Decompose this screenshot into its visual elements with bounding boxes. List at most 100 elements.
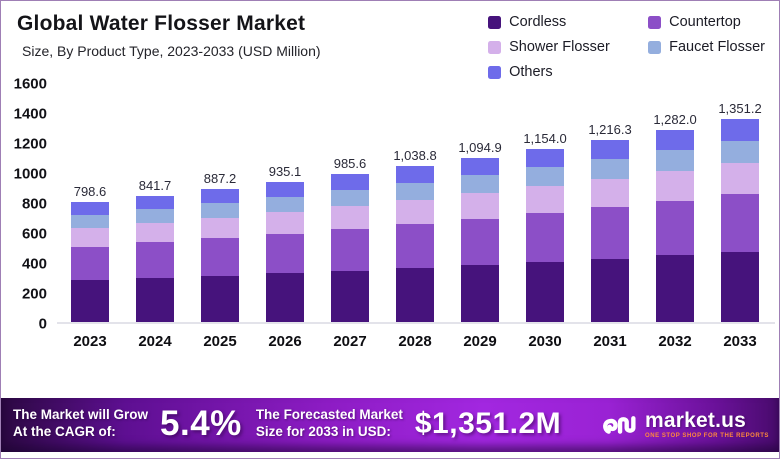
bar-stack [591,139,629,322]
y-axis-tick: 1000 [13,165,47,183]
bar-stack [71,202,109,322]
bar-segment-faucet-flosser [721,141,759,164]
cagr-label: The Market will Grow At the CAGR of: [13,407,148,441]
bar-segment-cordless [591,258,629,322]
legend-label: Others [509,64,553,80]
x-axis-label-2033: 2033 [723,333,757,350]
legend-swatch [648,15,662,29]
bar-segment-countertop [526,212,564,262]
legend-swatch [648,40,662,54]
x-axis-label-2029: 2029 [463,333,497,350]
title-block: Global Water Flosser Market Size, By Pro… [17,12,321,80]
bar-segment-shower-flosser [331,206,369,229]
bar-segment-others [656,129,694,151]
bar-segment-faucet-flosser [201,203,239,218]
bar-segment-cordless [656,255,694,322]
legend-label: Shower Flosser [509,39,610,55]
bar-stack [266,181,304,322]
y-axis: 0 200 400 600 800 1000 1200 1400 1600 [1,77,51,332]
forecast-value: $1,351.2M [414,407,562,440]
legend-swatch [488,15,502,29]
bar-total-label: 887.2 [203,170,237,186]
stacked-bar-chart: 0 200 400 600 800 1000 1200 1400 1600 798.6 841.7… [1,77,779,362]
legend-label: Countertop [669,14,741,30]
bar-group-2033: 1,351.2 [718,102,762,322]
bar-segment-others [331,174,369,190]
y-axis-tick: 400 [21,255,47,273]
logo-tagline: ONE STOP SHOP FOR THE REPORTS [645,432,769,439]
bar-segment-cordless [396,267,434,322]
bar-segment-faucet-flosser [71,215,109,229]
legend-item-faucet-flosser: Faucet Flosser [648,39,765,55]
bar-stack [331,174,369,322]
legend-item-shower-flosser: Shower Flosser [488,39,640,55]
bar-total-label: 798.6 [73,184,107,200]
page-subtitle: Size, By Product Type, 2023-2033 (USD Mi… [22,43,321,59]
bar-total-label: 1,094.9 [458,139,502,155]
bar-segment-others [201,188,239,204]
bar-segment-others [721,119,759,142]
bar-stack [721,119,759,322]
bar-segment-faucet-flosser [136,209,174,224]
marketus-logo: market.us ONE STOP SHOP FOR THE REPORTS [602,409,769,439]
chart-legend: Cordless Countertop Shower Flosser Faucet F… [488,12,767,80]
bar-group-2024: 841.7 [136,179,174,322]
bar-segment-others [526,148,564,168]
x-axis-label-2026: 2026 [268,333,302,350]
header: Global Water Flosser Market Size, By Pro… [1,1,779,80]
y-axis-tick: 1600 [13,75,47,93]
bar-group-2026: 935.1 [266,165,304,322]
bar-stack [136,195,174,322]
forecast-label-line2: Size for 2033 in USD: [255,424,391,439]
bar-segment-shower-flosser [656,171,694,201]
bar-group-2030: 1,154.0 [523,132,567,322]
page-title: Global Water Flosser Market [17,12,306,35]
bar-segment-countertop [461,218,499,266]
bar-stack [461,157,499,322]
bar-total-label: 1,216.3 [588,121,632,137]
bar-segment-cordless [136,278,174,322]
bar-segment-shower-flosser [396,199,434,224]
forecast-label-line1: The Forecasted Market [255,407,403,423]
marketus-logo-icon [603,416,636,434]
bar-segment-cordless [721,251,759,322]
footer-banner: The Market will Grow At the CAGR of: 5.4… [1,398,779,452]
bar-total-label: 1,038.8 [393,148,437,164]
bar-segment-countertop [331,228,369,271]
bar-stack [201,188,239,322]
bar-segment-faucet-flosser [266,196,304,213]
bar-segment-shower-flosser [201,217,239,239]
bar-segment-countertop [396,223,434,268]
x-axis-label-2030: 2030 [528,333,562,350]
bar-total-label: 935.1 [268,163,302,179]
y-axis-tick: 600 [21,225,47,243]
bar-segment-cordless [71,280,109,322]
bar-stack [656,129,694,322]
bar-segment-cordless [201,275,239,322]
y-axis-tick: 1400 [13,105,47,123]
legend-swatch [488,40,502,54]
x-axis-label-2028: 2028 [398,333,432,350]
x-axis-label-2025: 2025 [203,333,237,350]
bar-segment-others [136,195,174,210]
y-axis-tick: 1200 [13,135,47,153]
x-axis-labels: 2023 2024 2025 2026 2027 2028 2029 2030 2031 2032… [57,324,775,350]
bar-segment-shower-flosser [721,163,759,195]
plot-area: 798.6 841.7 887.2 935.1 985.6 1,038.8 1,094.9 1… [57,84,775,324]
legend-item-countertop: Countertop [648,14,765,30]
legend-item-cordless: Cordless [488,14,640,30]
bar-total-label: 985.6 [333,156,367,172]
bar-segment-shower-flosser [71,228,109,247]
bar-stack [526,148,564,322]
bar-segment-shower-flosser [136,223,174,243]
bar-segment-faucet-flosser [656,150,694,172]
logo-name: market.us [645,408,747,432]
y-axis-tick: 800 [21,195,47,213]
bar-group-2029: 1,094.9 [458,139,502,322]
bar-group-2032: 1,282.0 [653,113,697,322]
x-axis-label-2024: 2024 [138,333,172,350]
bar-segment-others [396,166,434,183]
bar-segment-others [71,202,109,216]
bar-group-2031: 1,216.3 [588,121,632,322]
